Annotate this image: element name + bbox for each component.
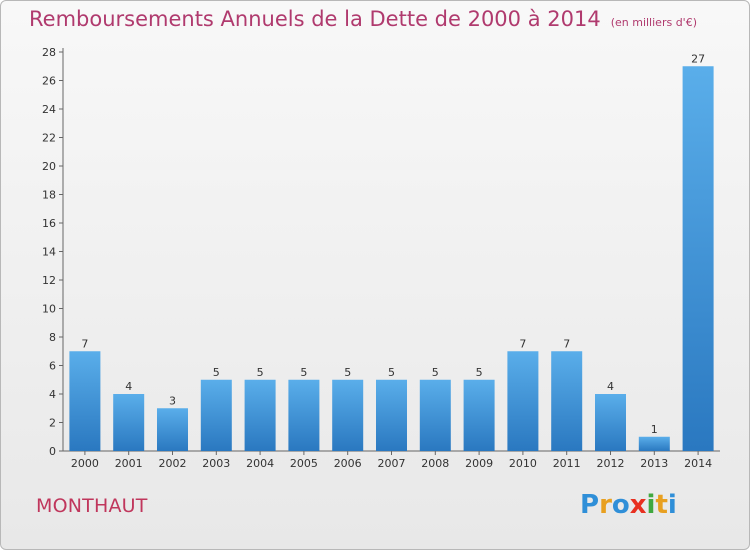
y-tick-label: 4 bbox=[49, 388, 56, 401]
y-tick-label: 24 bbox=[42, 103, 56, 116]
x-tick-label: 2005 bbox=[290, 457, 318, 470]
logo-letter: o bbox=[611, 490, 630, 520]
data-label: 7 bbox=[563, 337, 570, 350]
x-tick-label: 2009 bbox=[465, 457, 493, 470]
bar bbox=[113, 394, 145, 451]
y-tick-label: 22 bbox=[42, 132, 56, 145]
bar bbox=[244, 379, 276, 451]
x-tick-label: 2007 bbox=[378, 457, 406, 470]
data-label: 7 bbox=[81, 337, 88, 350]
chart-title-block: Remboursements Annuels de la Dette de 20… bbox=[29, 7, 697, 31]
chart-labels: 7 2000 4 2001 3 2002 5 2003 5 2004 5 2005 5 2006 5 2007… bbox=[71, 52, 712, 470]
x-tick-label: 2011 bbox=[553, 457, 581, 470]
bar bbox=[595, 394, 626, 451]
y-tick-label: 2 bbox=[49, 417, 56, 430]
y-tick-label: 6 bbox=[49, 360, 56, 373]
logo-letter: i bbox=[667, 490, 677, 520]
y-tick-label: 0 bbox=[49, 445, 56, 458]
data-label: 5 bbox=[388, 366, 395, 379]
bar bbox=[288, 379, 320, 451]
y-tick-label: 10 bbox=[42, 303, 56, 316]
bar bbox=[200, 379, 232, 451]
y-tick-label: 28 bbox=[42, 46, 56, 59]
y-tick-label: 18 bbox=[42, 189, 56, 202]
data-label: 4 bbox=[607, 380, 614, 393]
y-tick-label: 16 bbox=[42, 217, 56, 230]
chart-bars bbox=[69, 66, 714, 451]
data-label: 5 bbox=[432, 366, 439, 379]
data-label: 5 bbox=[213, 366, 220, 379]
logo-letter: P bbox=[580, 490, 600, 520]
logo-letter: i bbox=[646, 490, 656, 520]
bar bbox=[157, 408, 188, 451]
data-label: 5 bbox=[257, 366, 264, 379]
bar bbox=[682, 66, 714, 451]
logo-letter: r bbox=[599, 490, 612, 520]
x-tick-label: 2006 bbox=[334, 457, 362, 470]
x-tick-label: 2012 bbox=[597, 457, 625, 470]
data-label: 27 bbox=[691, 52, 705, 65]
x-tick-label: 2002 bbox=[159, 457, 187, 470]
data-label: 1 bbox=[651, 423, 658, 436]
data-label: 5 bbox=[344, 366, 351, 379]
x-tick-label: 2008 bbox=[421, 457, 449, 470]
bar bbox=[419, 379, 451, 451]
bar bbox=[463, 379, 495, 451]
data-label: 5 bbox=[476, 366, 483, 379]
bar bbox=[69, 351, 101, 451]
y-tick-label: 14 bbox=[42, 246, 56, 259]
x-tick-label: 2000 bbox=[71, 457, 99, 470]
logo-letter: t bbox=[655, 490, 668, 520]
chart-title: Remboursements Annuels de la Dette de 20… bbox=[29, 7, 601, 31]
y-tick-label: 20 bbox=[42, 160, 56, 173]
data-label: 5 bbox=[300, 366, 307, 379]
bar bbox=[507, 351, 539, 451]
bar bbox=[332, 379, 364, 451]
proxiti-logo: Proxiti bbox=[580, 490, 677, 520]
bar bbox=[638, 436, 670, 451]
logo-letter: x bbox=[629, 490, 647, 520]
data-label: 7 bbox=[519, 337, 526, 350]
y-tick-label: 12 bbox=[42, 274, 56, 287]
y-tick-label: 26 bbox=[42, 75, 56, 88]
data-label: 3 bbox=[169, 394, 176, 407]
data-label: 4 bbox=[125, 380, 132, 393]
chart-unit: (en milliers d'€) bbox=[610, 16, 697, 29]
x-tick-label: 2004 bbox=[246, 457, 274, 470]
x-tick-label: 2013 bbox=[640, 457, 668, 470]
bar bbox=[376, 379, 407, 451]
y-tick-label: 8 bbox=[49, 331, 56, 344]
bar bbox=[551, 351, 583, 451]
commune-name: MONTHAUT bbox=[36, 495, 148, 517]
x-tick-label: 2003 bbox=[202, 457, 230, 470]
x-tick-label: 2001 bbox=[115, 457, 143, 470]
x-tick-label: 2010 bbox=[509, 457, 537, 470]
x-tick-label: 2014 bbox=[684, 457, 712, 470]
